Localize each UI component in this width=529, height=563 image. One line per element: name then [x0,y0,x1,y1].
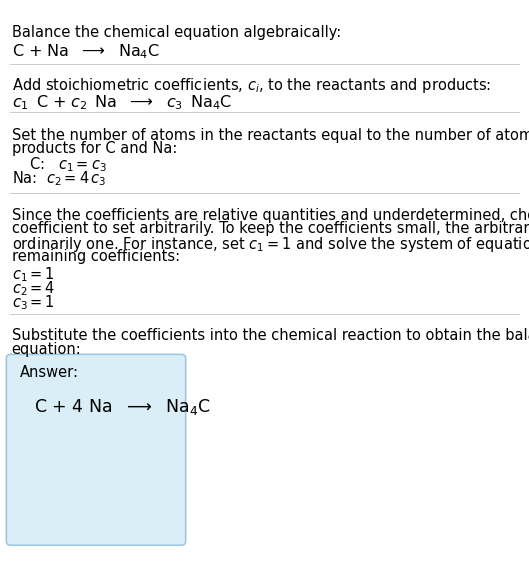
Text: Na:  $c_2 = 4\,c_3$: Na: $c_2 = 4\,c_3$ [12,169,106,188]
Text: $c_1 = 1$: $c_1 = 1$ [12,265,54,284]
Text: Substitute the coefficients into the chemical reaction to obtain the balanced: Substitute the coefficients into the che… [12,328,529,343]
Text: Add stoichiometric coefficients, $c_i$, to the reactants and products:: Add stoichiometric coefficients, $c_i$, … [12,75,491,95]
Text: ordinarily one. For instance, set $c_1 = 1$ and solve the system of equations fo: ordinarily one. For instance, set $c_1 =… [12,235,529,254]
Text: products for C and Na:: products for C and Na: [12,141,177,157]
Text: C + 4 Na  $\longrightarrow$  Na$_4$C: C + 4 Na $\longrightarrow$ Na$_4$C [34,397,211,417]
Text: coefficient to set arbitrarily. To keep the coefficients small, the arbitrary va: coefficient to set arbitrarily. To keep … [12,221,529,236]
FancyBboxPatch shape [6,354,186,545]
Text: equation:: equation: [12,342,81,356]
Text: $c_2 = 4$: $c_2 = 4$ [12,279,55,298]
Text: Answer:: Answer: [20,365,79,381]
Text: remaining coefficients:: remaining coefficients: [12,249,180,264]
Text: $c_3 = 1$: $c_3 = 1$ [12,294,54,312]
Text: Set the number of atoms in the reactants equal to the number of atoms in the: Set the number of atoms in the reactants… [12,128,529,143]
Text: Since the coefficients are relative quantities and underdetermined, choose a: Since the coefficients are relative quan… [12,208,529,222]
Text: C + Na  $\longrightarrow$  Na$_4$C: C + Na $\longrightarrow$ Na$_4$C [12,43,159,61]
Text: $c_1\,$ C + $c_2\,$ Na  $\longrightarrow$  $c_3\,$ Na$_4$C: $c_1\,$ C + $c_2\,$ Na $\longrightarrow$… [12,93,232,111]
Text: C:   $c_1 = c_3$: C: $c_1 = c_3$ [29,156,106,175]
Text: Balance the chemical equation algebraically:: Balance the chemical equation algebraica… [12,25,341,41]
